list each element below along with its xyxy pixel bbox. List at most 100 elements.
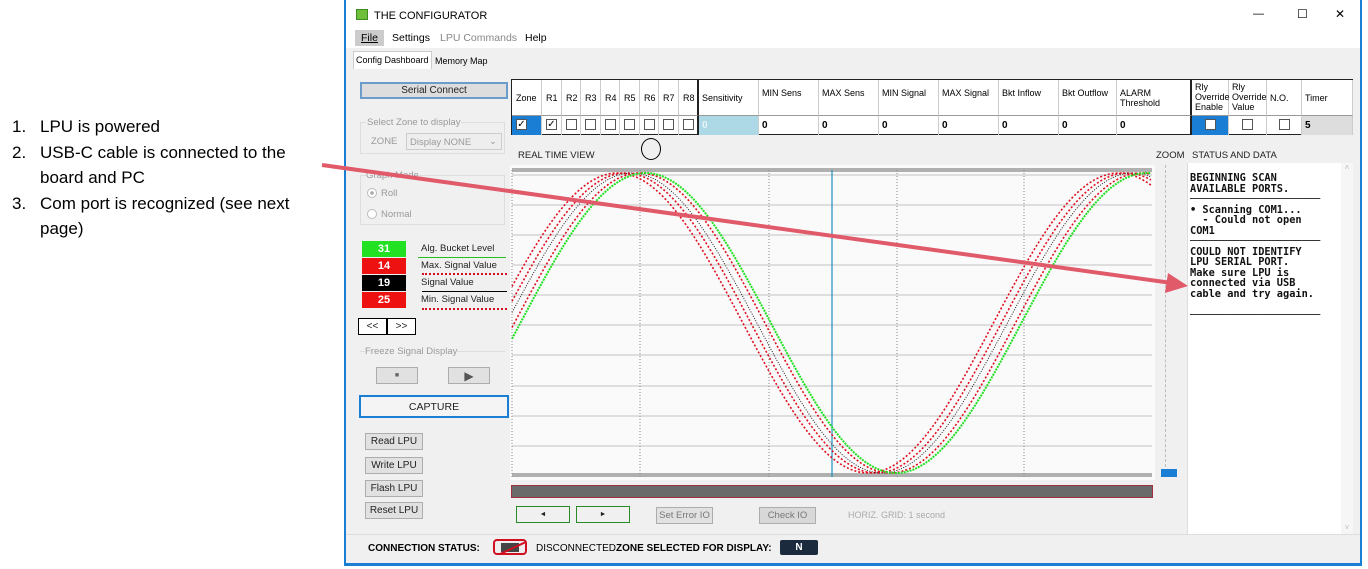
signal-bar: [511, 485, 1153, 498]
field-bkt-inflow[interactable]: 0: [999, 116, 1059, 135]
menu-file[interactable]: File: [355, 30, 384, 46]
horiz-grid-label: HORIZ. GRID: 1 second: [848, 510, 946, 520]
checkbox-r6[interactable]: [640, 116, 659, 135]
max-signal-label: Max. Signal Value: [421, 260, 497, 271]
write-lpu-button[interactable]: Write LPU: [365, 457, 423, 474]
checkbox-rly-enable[interactable]: [1192, 116, 1229, 135]
normal-radio[interactable]: [367, 209, 377, 219]
bucket-line-sample: [418, 257, 506, 258]
close-button[interactable]: ✕: [1335, 7, 1346, 21]
note-item: 2. USB-C cable is connected to the board …: [12, 142, 286, 188]
reset-lpu-button[interactable]: Reset LPU: [365, 502, 423, 519]
roll-radio[interactable]: [367, 188, 377, 198]
checkbox-icon: [585, 119, 596, 130]
status-text: BEGINNING SCAN AVAILABLE PORTS. ────────…: [1190, 172, 1321, 321]
tab-memory-map[interactable]: Memory Map: [435, 56, 488, 66]
header-max-signal: MAX Signal: [939, 80, 999, 116]
capture-button[interactable]: CAPTURE: [359, 395, 509, 418]
menu-settings[interactable]: Settings: [392, 32, 430, 44]
app-window: THE CONFIGURATOR — ☐ ✕ File Settings LPU…: [344, 0, 1362, 566]
checkbox-icon: [663, 119, 674, 130]
header-r5: R5: [620, 80, 640, 116]
checkbox-r2[interactable]: [562, 116, 581, 135]
signal-label: Signal Value: [421, 277, 474, 288]
pause-button[interactable]: ■: [376, 367, 418, 384]
header-sensitivity: Sensitivity: [699, 80, 759, 116]
scroll-left-button[interactable]: ◄: [516, 506, 570, 523]
checkbox-no[interactable]: [1267, 116, 1302, 135]
zone-dropdown[interactable]: Display NONE ⌄: [406, 133, 502, 150]
serial-connect-button[interactable]: Serial Connect: [360, 82, 508, 99]
menu-help[interactable]: Help: [525, 32, 547, 44]
note-item: 3. Com port is recognized (see next page): [12, 193, 290, 239]
menu-lpu-commands[interactable]: LPU Commands: [440, 32, 518, 44]
header-r7: R7: [659, 80, 679, 116]
field-min-signal[interactable]: 0: [879, 116, 939, 135]
header-alarm-threshold: ALARM Threshold: [1117, 80, 1192, 116]
scroll-right-button[interactable]: ►: [576, 506, 630, 523]
zone-selected-value: N: [780, 540, 818, 555]
minimize-button[interactable]: —: [1253, 8, 1264, 20]
field-bkt-outflow[interactable]: 0: [1059, 116, 1117, 135]
realtime-title: REAL TIME VIEW: [518, 150, 595, 161]
header-r8: R8: [679, 80, 699, 116]
play-button[interactable]: ▶: [448, 367, 490, 384]
checkbox-r4[interactable]: [601, 116, 620, 135]
status-textbox: BEGINNING SCAN AVAILABLE PORTS. ────────…: [1187, 163, 1353, 534]
field-sensitivity[interactable]: 0: [699, 116, 759, 135]
chevron-down-icon: ⌄: [489, 136, 497, 147]
roll-label: Roll: [381, 188, 398, 199]
graph-mode-label: Graph Mode: [366, 170, 419, 181]
zone-select-group: Select Zone to display ZONE Display NONE…: [360, 117, 505, 154]
signal-curve: [511, 172, 1152, 474]
header-n-o-: N.O.: [1267, 80, 1302, 116]
next-button[interactable]: >>: [387, 318, 416, 335]
header-rly-override-value: Rly Override Value: [1229, 80, 1267, 116]
min-signal-label: Min. Signal Value: [421, 294, 495, 305]
header-r4: R4: [601, 80, 620, 116]
bucket-level-label: Alg. Bucket Level: [421, 243, 495, 254]
zone-group-label: Select Zone to display: [366, 117, 462, 128]
zoom-slider[interactable]: [1161, 165, 1177, 477]
checkbox-icon: ✓: [516, 119, 527, 130]
max-line-sample: [422, 273, 507, 275]
checkbox-r1[interactable]: ✓: [542, 116, 562, 135]
header-r2: R2: [562, 80, 581, 116]
connection-status-value: DISCONNECTED: [536, 543, 617, 554]
flash-lpu-button[interactable]: Flash LPU: [365, 480, 423, 497]
checkbox-icon: [1278, 119, 1290, 130]
normal-label: Normal: [381, 209, 412, 220]
read-lpu-button[interactable]: Read LPU: [365, 433, 423, 450]
checkbox-rly-value[interactable]: [1229, 116, 1267, 135]
prev-button[interactable]: <<: [358, 318, 387, 335]
circle-marker: [641, 138, 661, 160]
checkbox-icon: [624, 119, 635, 130]
field-timer[interactable]: 5: [1302, 116, 1353, 135]
graph-mode-group: Graph Mode Roll Normal: [360, 170, 505, 225]
field-max-sens[interactable]: 0: [819, 116, 879, 135]
realtime-plot: [510, 165, 1155, 480]
app-logo-icon: [356, 9, 368, 20]
header-bkt-outflow: Bkt Outflow: [1059, 80, 1117, 116]
zone-label: ZONE: [371, 136, 398, 147]
checkbox-r5[interactable]: [620, 116, 640, 135]
field-min-sens[interactable]: 0: [759, 116, 819, 135]
header-max-sens: MAX Sens: [819, 80, 879, 116]
set-error-io-button[interactable]: Set Error IO: [656, 507, 713, 524]
status-scrollbar[interactable]: ˄ ˅: [1341, 163, 1353, 534]
header-r1: R1: [542, 80, 562, 116]
checkbox-zone[interactable]: ✓: [512, 116, 542, 135]
checkbox-r7[interactable]: [659, 116, 679, 135]
check-io-button[interactable]: Check IO: [759, 507, 816, 524]
bucket-level-value: 31: [362, 241, 406, 257]
header-min-signal: MIN Signal: [879, 80, 939, 116]
checkbox-r3[interactable]: [581, 116, 601, 135]
tab-config-dashboard[interactable]: Config Dashboard: [353, 51, 432, 69]
checkbox-r8[interactable]: [679, 116, 699, 135]
zoom-slider-thumb[interactable]: [1161, 469, 1177, 477]
maximize-button[interactable]: ☐: [1297, 7, 1308, 21]
signal-legend: 31 Alg. Bucket Level 14 Max. Signal Valu…: [346, 241, 511, 311]
field-max-signal[interactable]: 0: [939, 116, 999, 135]
connection-status-label: CONNECTION STATUS:: [368, 543, 480, 554]
field-alarm[interactable]: 0: [1117, 116, 1192, 135]
